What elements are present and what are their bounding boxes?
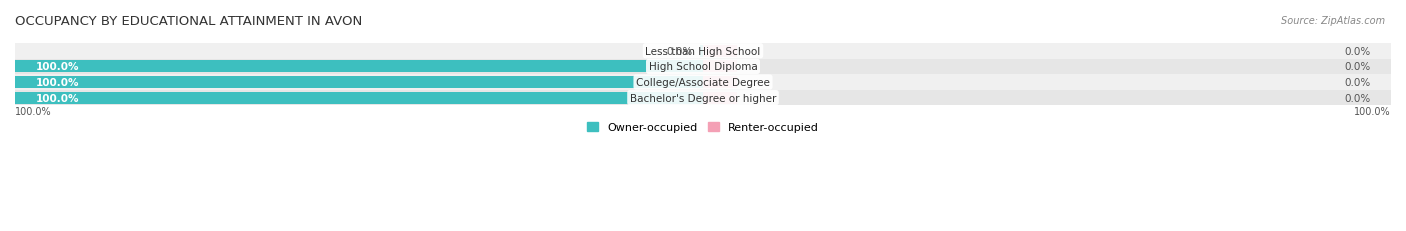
Bar — [703, 92, 737, 104]
Text: OCCUPANCY BY EDUCATIONAL ATTAINMENT IN AVON: OCCUPANCY BY EDUCATIONAL ATTAINMENT IN A… — [15, 15, 363, 28]
Text: 0.0%: 0.0% — [1344, 93, 1371, 103]
Text: Source: ZipAtlas.com: Source: ZipAtlas.com — [1281, 16, 1385, 26]
Bar — [15, 44, 1391, 59]
Text: Bachelor's Degree or higher: Bachelor's Degree or higher — [630, 93, 776, 103]
Bar — [15, 59, 1391, 75]
Bar — [15, 77, 703, 89]
Bar — [15, 75, 1391, 91]
Text: 100.0%: 100.0% — [1354, 106, 1391, 116]
Text: 0.0%: 0.0% — [1344, 62, 1371, 72]
Text: 0.0%: 0.0% — [666, 46, 693, 57]
Text: 0.0%: 0.0% — [1344, 78, 1371, 88]
Bar — [15, 61, 703, 73]
Bar — [15, 92, 703, 104]
Bar — [703, 61, 737, 73]
Text: 100.0%: 100.0% — [35, 93, 79, 103]
Text: 100.0%: 100.0% — [35, 78, 79, 88]
Bar — [15, 91, 1391, 106]
Text: Less than High School: Less than High School — [645, 46, 761, 57]
Legend: Owner-occupied, Renter-occupied: Owner-occupied, Renter-occupied — [582, 118, 824, 137]
Text: 100.0%: 100.0% — [35, 62, 79, 72]
Text: College/Associate Degree: College/Associate Degree — [636, 78, 770, 88]
Text: High School Diploma: High School Diploma — [648, 62, 758, 72]
Text: 100.0%: 100.0% — [15, 106, 52, 116]
Bar — [700, 46, 703, 58]
Bar — [703, 77, 737, 89]
Text: 0.0%: 0.0% — [1344, 46, 1371, 57]
Bar — [703, 46, 737, 58]
